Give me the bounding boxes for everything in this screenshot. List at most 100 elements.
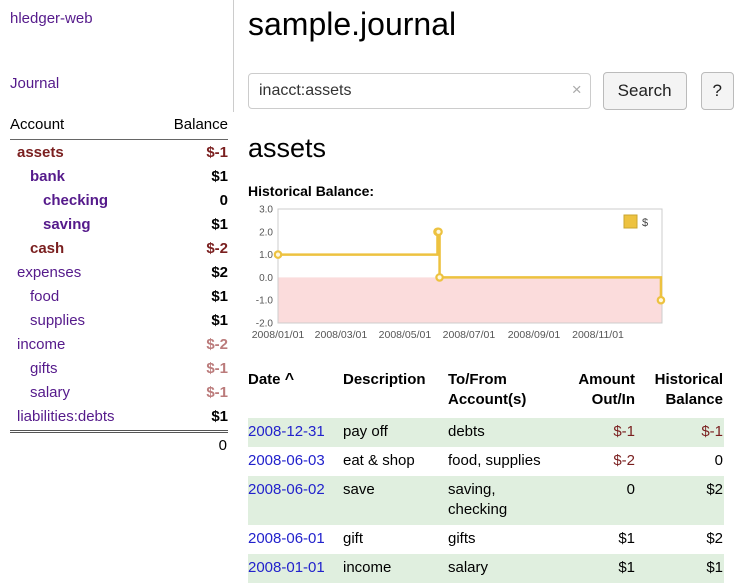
register-account: debts [448,423,485,440]
svg-text:3.0: 3.0 [259,205,273,216]
svg-text:0.0: 0.0 [259,273,273,284]
svg-text:2008/03/01: 2008/03/01 [315,329,368,341]
clear-search-icon[interactable]: × [571,80,582,99]
journal-link[interactable]: Journal [10,75,60,92]
account-link[interactable]: saving [43,215,91,233]
register-body: 2008-12-31 pay off debts $-1 $-1 2008-06-03 ea… [248,418,724,583]
account-balance: $-1 [206,383,228,401]
main-content: sample.journal × Search ? assets Histori… [248,0,734,583]
register-account: saving, checking [448,481,508,518]
account-balance: $1 [211,287,228,305]
register-header-date[interactable]: Date ^ [248,368,343,418]
register-description: pay off [343,423,388,440]
account-link[interactable]: bank [30,167,66,185]
account-heading: assets [248,133,327,163]
register-balance: $-1 [701,423,723,440]
date-link[interactable]: 2008-06-02 [248,481,325,498]
register-header-row: Date ^ Description To/From Account(s) Am… [248,368,724,418]
register-amount: $1 [618,559,635,576]
account-link[interactable]: food [30,287,60,305]
account-balance: $-2 [206,335,228,353]
search-button[interactable]: Search [602,72,687,110]
register-description: eat & shop [343,452,415,469]
account-balance: $1 [211,215,228,233]
accounts-total-value: 0 [218,437,227,454]
account-link[interactable]: income [17,335,66,353]
account-row: food $1 [10,284,228,308]
svg-text:2008/07/01: 2008/07/01 [443,329,496,341]
register-description: save [343,481,375,498]
date-link[interactable]: 2008-01-01 [248,559,325,576]
register-account: salary [448,559,489,576]
register-date-cell: 2008-06-03 [248,447,343,476]
svg-text:2008/09/01: 2008/09/01 [508,329,561,341]
register-balance: 0 [714,452,723,469]
account-row: cash $-2 [10,236,228,260]
account-balance: $2 [211,263,228,281]
account-row: bank $1 [10,164,228,188]
account-row: supplies $1 [10,308,228,332]
account-balance: $1 [211,167,228,185]
register-description: gift [343,530,364,547]
account-balance: 0 [219,191,228,209]
account-row: income $-2 [10,332,228,356]
date-link[interactable]: 2008-12-31 [248,423,325,440]
register-header-account: To/From Account(s) [448,371,527,408]
register-amount: 0 [626,481,635,498]
accounts-header-balance: Balance [173,116,228,133]
register-row: 2008-06-01 gift gifts $1 $2 [248,525,724,554]
search-row: × Search ? [248,72,734,110]
accounts-header-account: Account [10,116,65,133]
register-date-cell: 2008-06-02 [248,476,343,525]
register-date-cell: 2008-06-01 [248,525,343,554]
register-account: food, supplies [448,452,541,469]
account-link[interactable]: expenses [17,263,82,281]
date-link[interactable]: 2008-06-01 [248,530,325,547]
svg-text:2008/11/01: 2008/11/01 [572,329,624,341]
register-header-date-label: Date [248,371,281,388]
account-row: liabilities:debts $1 [10,404,228,428]
svg-text:2.0: 2.0 [259,227,273,238]
balance-chart: 3.0 2.0 1.0 0.0 -1.0 -2.0 2008/01/01 2008/03/01… [248,204,734,356]
help-button[interactable]: ? [700,72,734,110]
account-balance: $-1 [206,359,228,377]
register-table: Date ^ Description To/From Account(s) Am… [248,368,724,583]
register-row: 2008-06-02 save saving, checking 0 $2 [248,476,724,525]
svg-text:$: $ [642,217,648,229]
account-row: expenses $2 [10,260,228,284]
account-link[interactable]: liabilities:debts [17,407,115,425]
svg-text:-1.0: -1.0 [256,296,274,307]
chart-title: Historical Balance: [248,183,375,199]
register-header-balance: Historical Balance [654,371,723,408]
svg-text:-2.0: -2.0 [256,319,274,330]
register-row: 2008-12-31 pay off debts $-1 $-1 [248,418,724,447]
accounts-total-row: 0 [10,430,228,458]
account-row: gifts $-1 [10,356,228,380]
register-amount: $-2 [613,452,635,469]
account-tree: assets $-1 bank $1 checking 0 saving $1 cash $-2 e… [10,140,228,428]
search-input[interactable] [248,73,591,109]
register-balance: $2 [706,481,723,498]
app-title-link[interactable]: hledger-web [10,10,93,27]
svg-text:1.0: 1.0 [259,250,273,261]
account-balance: $1 [211,311,228,329]
account-link[interactable]: checking [43,191,109,209]
account-link[interactable]: assets [17,143,64,161]
account-balance: $-1 [206,143,228,161]
register-description: income [343,559,392,576]
account-row: assets $-1 [10,140,228,164]
date-link[interactable]: 2008-06-03 [248,452,325,469]
sidebar: hledger-web Journal Account Balance asse… [0,0,236,458]
register-balance: $2 [706,530,723,547]
register-row: 2008-01-01 income salary $1 $1 [248,554,724,583]
register-amount: $1 [618,530,635,547]
account-balance: $-2 [206,239,228,257]
sort-ascending-icon: ^ [284,371,295,388]
account-link[interactable]: supplies [30,311,86,329]
account-link[interactable]: gifts [30,359,58,377]
account-link[interactable]: salary [30,383,71,401]
sidebar-divider [233,0,234,112]
register-amount: $-1 [613,423,635,440]
account-link[interactable]: cash [30,239,65,257]
account-row: checking 0 [10,188,228,212]
